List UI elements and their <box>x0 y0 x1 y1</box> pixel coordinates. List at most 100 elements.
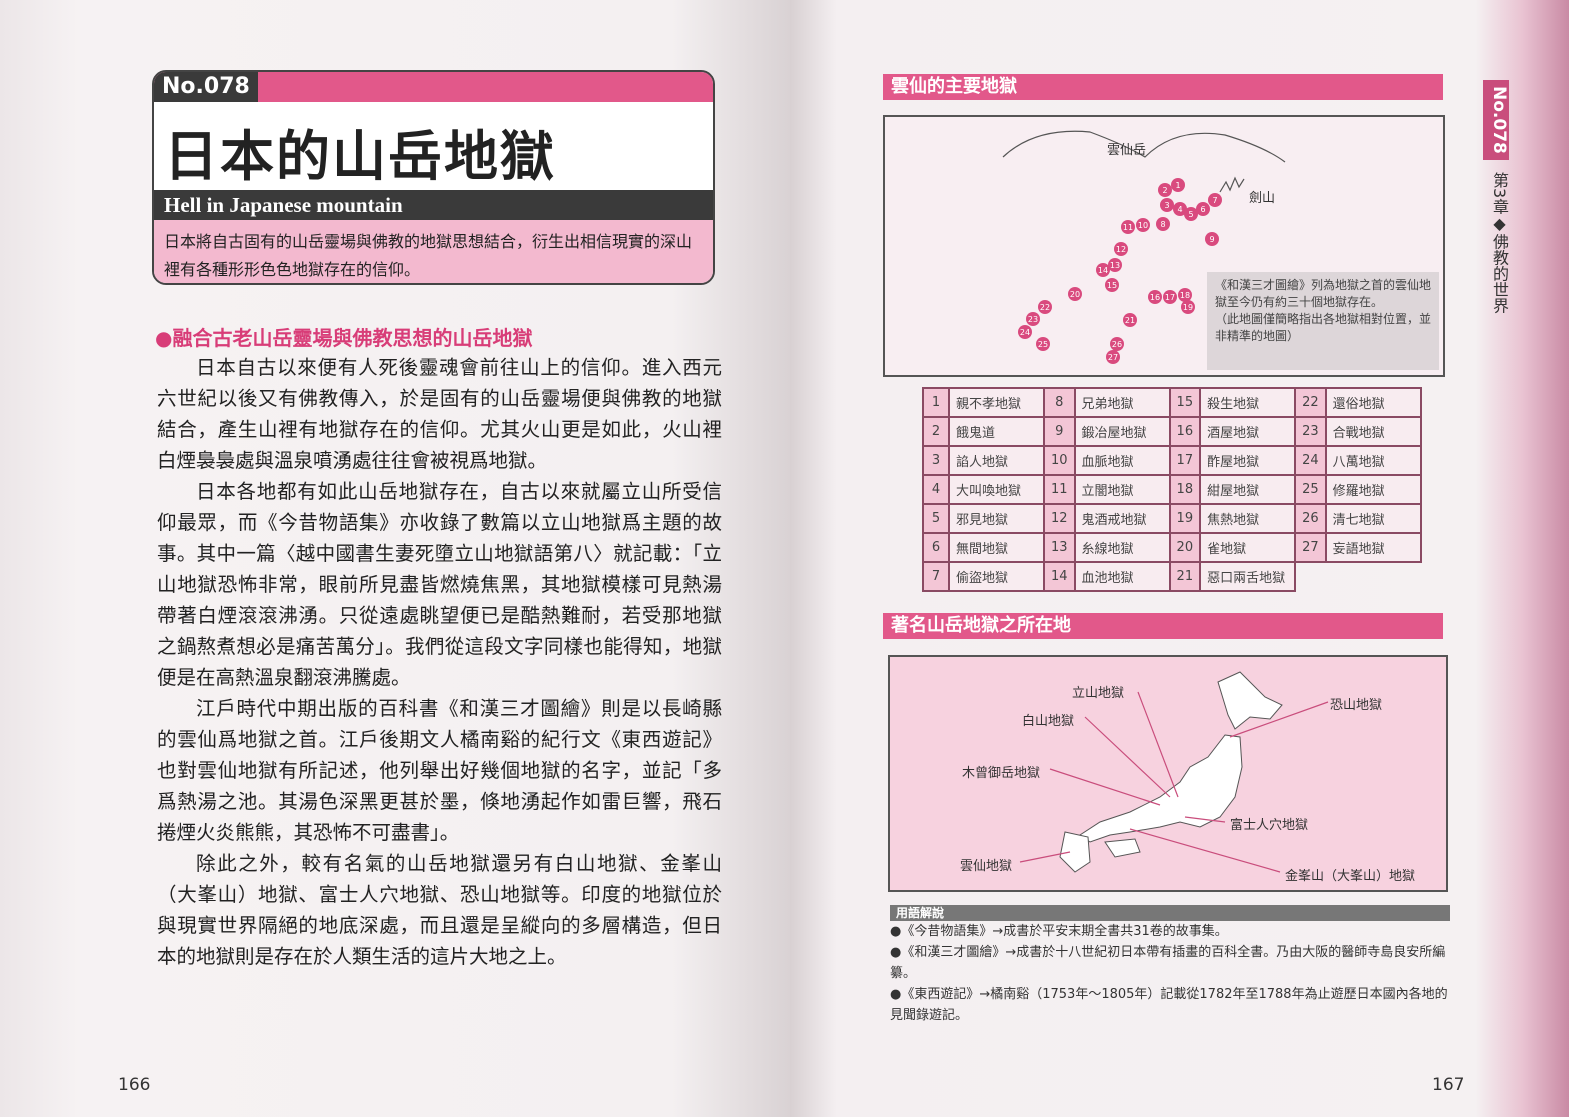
hell-number: 17 <box>1168 445 1202 476</box>
unzen-label: 雲仙岳 <box>1107 143 1147 158</box>
hell-name: 鬼酒戒地獄 <box>1073 503 1171 534</box>
hell-number: 25 <box>1294 474 1327 505</box>
entry-number: No.078 <box>154 72 258 102</box>
hell-name: 雀地獄 <box>1199 532 1297 563</box>
hell-marker-number: 5 <box>1188 210 1193 219</box>
hell-marker-number: 4 <box>1177 205 1182 214</box>
tsurugi-label: 劍山 <box>1249 191 1276 206</box>
page-number: 167 <box>1432 1075 1465 1095</box>
honshu <box>1079 734 1243 843</box>
paragraph: 日本各地都有如此山岳地獄存在，自古以來就屬立山所受信仰最眾，而《今昔物語集》亦收… <box>157 480 722 689</box>
hell-name: 殺生地獄 <box>1199 387 1297 418</box>
mountain-outline <box>1002 130 1286 163</box>
hell-name: 糸線地獄 <box>1073 532 1171 563</box>
hell-marker-number: 17 <box>1165 293 1175 302</box>
hell-name: 八萬地獄 <box>1324 445 1422 476</box>
section-heading: ●融合古老山岳靈場與佛教思想的山岳地獄 <box>155 326 533 350</box>
table-row: 1 親不孝地獄 8 兄弟地獄 15 殺生地獄 22 還俗地獄 <box>922 387 1422 418</box>
hell-number: 12 <box>1043 503 1076 534</box>
hell-marker-number: 26 <box>1112 340 1122 349</box>
hell-marker <box>1163 290 1177 304</box>
hell-name: 惡口兩舌地獄 <box>1199 561 1297 592</box>
hell-marker <box>1178 288 1192 302</box>
hell-number: 20 <box>1168 532 1202 563</box>
body-text: 日本自古以來便有人死後靈魂會前往山上的信仰。進入西元六世紀以後又有佛教傳入，於是… <box>157 352 722 972</box>
leader-line <box>1184 816 1226 823</box>
hell-name: 邪見地獄 <box>948 503 1045 534</box>
hell-marker <box>1114 242 1128 256</box>
hell-marker <box>1156 217 1170 231</box>
paragraph: 江戶時代中期出版的百科書《和漢三才圖繪》則是以長崎縣的雲仙爲地獄之首。江戶後期文… <box>157 697 722 844</box>
hell-marker-number: 18 <box>1180 291 1190 300</box>
glossary-item: ●《今昔物語集》→成書於平安末期全書共31卷的故事集。 <box>890 924 1228 939</box>
hell-marker <box>1018 325 1032 339</box>
hell-marker-number: 8 <box>1160 220 1165 229</box>
hell-number: 22 <box>1294 387 1327 418</box>
glossary-item: ●《和漢三才圖繪》→成書於十八世紀初日本帶有插畫的百科全書。乃由大阪的醫師寺島良… <box>890 945 1446 981</box>
hell-number: 5 <box>922 503 950 534</box>
hell-marker-number: 15 <box>1107 281 1117 290</box>
japan-map <box>1019 671 1329 873</box>
chapter-label: 第3章◆佛教的世界 <box>1490 172 1509 314</box>
hell-marker <box>1108 258 1122 272</box>
hell-number: 2 <box>922 416 950 447</box>
hell-name: 鍛冶屋地獄 <box>1073 416 1171 447</box>
hell-marker-number: 11 <box>1123 223 1133 232</box>
hell-number: 14 <box>1043 561 1076 592</box>
hell-marker <box>1205 232 1219 246</box>
hell-marker-number: 6 <box>1200 205 1205 214</box>
title-box: No.078 日本的山岳地獄 Hell in Japanese mountain… <box>152 70 715 285</box>
hell-number: 13 <box>1043 532 1076 563</box>
leader-line <box>1084 716 1171 798</box>
hell-table: 1 親不孝地獄 8 兄弟地獄 15 殺生地獄 22 還俗地獄 2 餓鬼道 9 鍛冶屋地獄 16 酒屋地獄 2… <box>922 387 1422 592</box>
hell-marker <box>1123 313 1137 327</box>
hell-number: 4 <box>922 474 950 505</box>
hell-name: 清七地獄 <box>1324 503 1422 534</box>
fuji-label: 富士人穴地獄 <box>1230 818 1309 833</box>
hell-marker <box>1173 202 1187 216</box>
hell-marker-number: 2 <box>1162 186 1167 195</box>
hell-marker <box>1105 278 1119 292</box>
hell-marker <box>1171 178 1185 192</box>
ontake-label: 木曾御岳地獄 <box>962 766 1041 781</box>
hell-name: 酒屋地獄 <box>1199 416 1297 447</box>
hell-number: 21 <box>1168 561 1202 592</box>
leader-line <box>1229 701 1329 738</box>
hell-marker-number: 22 <box>1040 303 1050 312</box>
hell-marker-number: 19 <box>1183 303 1193 312</box>
english-subtitle: Hell in Japanese mountain <box>154 190 713 220</box>
hell-marker-number: 24 <box>1020 328 1030 337</box>
hell-marker-number: 16 <box>1150 293 1160 302</box>
table-row: 4 大叫喚地獄 11 立闇地獄 18 紺屋地獄 25 修羅地獄 <box>922 474 1422 505</box>
hell-marker-number: 20 <box>1070 290 1080 299</box>
unzen-note: 《和漢三才圖繪》列為地獄之首的雲仙地獄至今仍有約三十個地獄存在。 （此地圖僅簡略… <box>1207 272 1439 370</box>
hell-marker <box>1096 263 1110 277</box>
table-row: 2 餓鬼道 9 鍛冶屋地獄 16 酒屋地獄 23 合戰地獄 <box>922 416 1422 447</box>
hell-number: 23 <box>1294 416 1327 447</box>
hell-marker-number: 14 <box>1098 266 1108 275</box>
hell-marker-number: 25 <box>1038 340 1048 349</box>
hell-name: 大叫喚地獄 <box>948 474 1045 505</box>
hell-marker-number: 7 <box>1212 196 1217 205</box>
leader-line <box>1129 828 1281 873</box>
hell-name: 諂人地獄 <box>948 445 1045 476</box>
page-number: 166 <box>118 1075 151 1095</box>
hell-marker <box>1068 287 1082 301</box>
hell-name: 合戰地獄 <box>1324 416 1422 447</box>
hell-name: 親不孝地獄 <box>948 387 1045 418</box>
hell-name: 修羅地獄 <box>1324 474 1422 505</box>
osorezan-label: 恐山地獄 <box>1330 698 1383 713</box>
hell-number: 7 <box>922 561 950 592</box>
unzen-hell-label: 雲仙地獄 <box>960 859 1013 874</box>
unzen-diagram: 1 2 3 4 5 6 7 8 9 10 11 12 13 14 15 16 17 18 19 20 21 22 23 24 2… <box>883 115 1445 377</box>
hell-marker <box>1036 337 1050 351</box>
hell-number: 10 <box>1043 445 1076 476</box>
hell-marker <box>1121 220 1135 234</box>
glossary-heading: 用語解說 <box>890 905 1450 921</box>
hell-number: 18 <box>1168 474 1202 505</box>
leader-line <box>1019 851 1071 863</box>
hell-name: 偷盜地獄 <box>948 561 1045 592</box>
hell-name: 酢屋地獄 <box>1199 445 1297 476</box>
hell-number: 19 <box>1168 503 1202 534</box>
hell-marker-number: 1 <box>1175 181 1180 190</box>
